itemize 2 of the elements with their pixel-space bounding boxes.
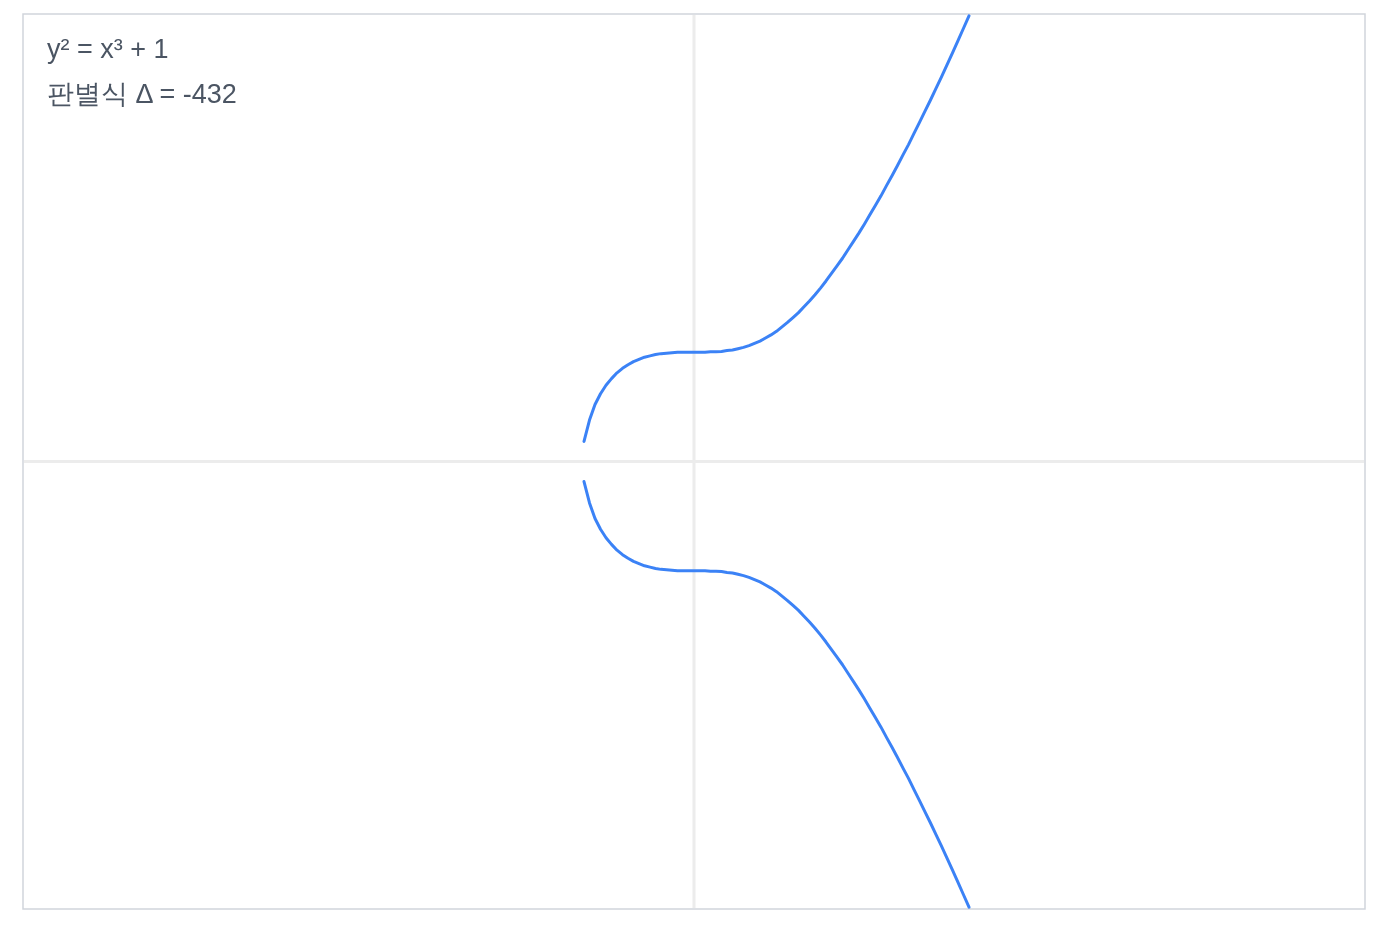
annotation: 판별식 Δ = -432 [47, 79, 237, 109]
annotation: y² = x³ + 1 [47, 34, 169, 64]
